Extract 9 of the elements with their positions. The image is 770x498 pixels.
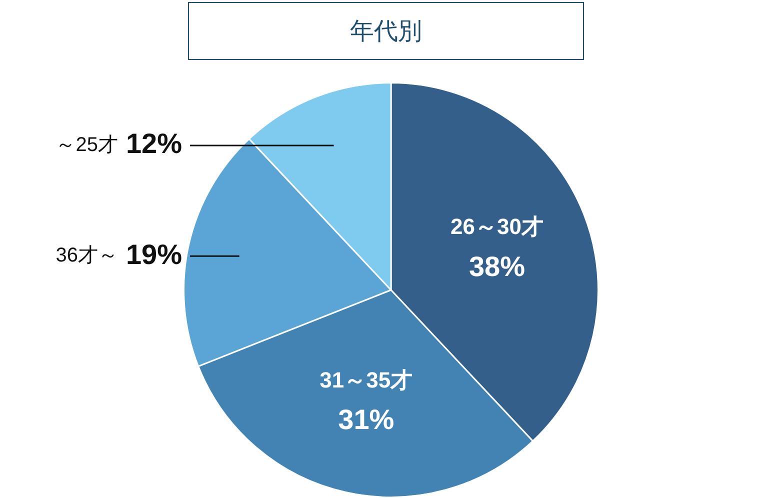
- data-label: 12%: [126, 128, 182, 160]
- slice-label: 36才～: [56, 244, 118, 267]
- slice-label: 31～35才: [320, 367, 413, 392]
- chart-title: 年代別: [188, 2, 584, 60]
- slice-label: ～25才: [56, 134, 118, 156]
- data-label: 19%: [126, 238, 182, 270]
- data-label: 38%: [468, 250, 526, 282]
- data-label: 31%: [338, 404, 394, 435]
- slice-label: 26～30才: [450, 214, 544, 240]
